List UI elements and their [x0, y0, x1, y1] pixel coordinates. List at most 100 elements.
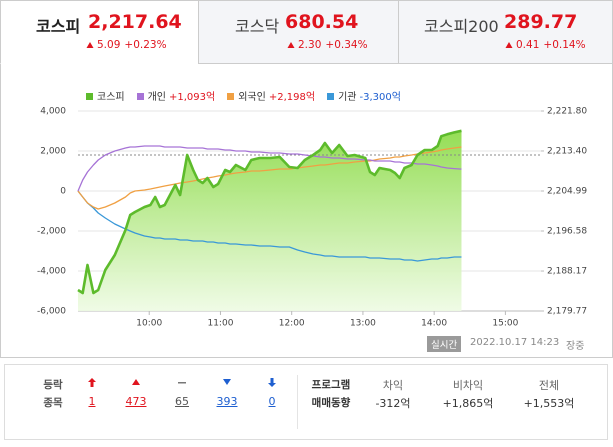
series-line [77, 129, 462, 295]
program-label: 매매동향 [311, 397, 351, 409]
legend-label: 외국인 [238, 92, 266, 103]
tab-value: 289.77 [504, 11, 578, 33]
divider [297, 375, 298, 429]
change-value: 5.09 [97, 39, 121, 51]
tab-change: 0.41 +0.14% [505, 39, 586, 51]
y-tick-label: 2,000 [40, 147, 66, 157]
program-name: 비차익 [452, 379, 484, 392]
legend-item[interactable]: 외국인 +2,198억 [227, 88, 315, 103]
change-rate: +0.34% [325, 39, 368, 51]
up-arrow [287, 42, 295, 48]
arrow-shape [287, 42, 295, 48]
breadth-count[interactable]: 0 [268, 395, 276, 408]
legend-label: 코스피 [97, 92, 125, 103]
legend-label: 개인 [147, 92, 167, 103]
breadth-count[interactable]: 1 [88, 395, 96, 408]
tab-name: 코스닥 [235, 17, 280, 36]
legend-item[interactable]: 코스피 [86, 88, 125, 103]
icon-shape [268, 378, 276, 387]
breadth-count[interactable]: 393 [216, 395, 238, 408]
icon-shape [178, 382, 186, 384]
breadth-count-cell: 1 [89, 395, 96, 408]
change-value: 2.30 [298, 39, 322, 51]
legend-item[interactable]: 개인 +1,093억 [136, 88, 215, 103]
market-state: 장중 [566, 341, 585, 352]
y2-tick-label: 2,221.80 [547, 107, 587, 117]
legend-swatch [136, 93, 144, 100]
series-line [77, 146, 462, 210]
breadth-icon [131, 377, 141, 391]
legend-swatch [227, 93, 235, 100]
breadth-icon [222, 377, 232, 391]
breadth-count[interactable]: 473 [125, 395, 147, 408]
program-name: 차익 [382, 379, 404, 392]
breadth-icon [177, 377, 187, 391]
x-tick-label: 13:00 [350, 319, 376, 329]
area-fill [78, 130, 462, 311]
realtime-badge: 실시간 [427, 336, 462, 352]
y2-tick-label: 2,213.40 [547, 146, 587, 156]
limit-up-icon [88, 378, 96, 387]
y-tick-label: 4,000 [40, 107, 66, 117]
legend-swatch [86, 93, 93, 100]
change-rate: +0.14% [543, 39, 586, 51]
y-tick-label: 0 [60, 187, 66, 197]
tab-change: 2.30 +0.34% [287, 39, 368, 51]
arrow-shape [86, 42, 94, 48]
breadth-label: 등락 [43, 379, 63, 391]
series-line [77, 145, 462, 192]
tab-name: 코스피200 [424, 17, 499, 36]
icon-shape [88, 378, 96, 387]
x-tick-label: 14:00 [421, 319, 447, 329]
tab-value: 2,217.64 [88, 11, 182, 33]
tab-change: 5.09 +0.23% [86, 39, 167, 51]
breadth-count-cell: 0 [269, 395, 276, 408]
program-value: +1,865억 [442, 397, 494, 410]
breadth-count[interactable]: 65 [175, 395, 189, 408]
y-tick-label: -2,000 [37, 227, 66, 237]
x-tick-label: 10:00 [136, 319, 162, 329]
program-value: +1,553억 [523, 397, 575, 410]
change-rate: +0.23% [124, 39, 167, 51]
timestamp: 2022.10.17 14:23 [470, 337, 560, 348]
y2-tick-label: 2,204.99 [547, 186, 587, 196]
tab-name: 코스피 [36, 17, 81, 36]
tab-value: 680.54 [285, 11, 359, 33]
breadth-count-cell: 473 [126, 395, 147, 408]
legend-summary: +2,198억 [268, 92, 316, 103]
x-tick-label: 11:00 [207, 319, 233, 329]
program-value: -312억 [375, 397, 411, 410]
program-label: 프로그램 [311, 379, 351, 391]
x-tick-label: 12:00 [279, 319, 305, 329]
breadth-icon [267, 377, 277, 391]
legend-summary: -3,300억 [359, 92, 401, 103]
market-tab[interactable]: 코스닥 680.54 2.30 +0.34% [198, 0, 399, 64]
market-tab[interactable]: 코스피200 289.77 0.41 +0.14% [398, 0, 613, 64]
change-value: 0.41 [516, 39, 540, 51]
legend-label: 기관 [338, 92, 357, 103]
legend: 코스피 개인 +1,093억 외국인 +2,198억 기관 -3,300억 [86, 88, 401, 103]
legend-item[interactable]: 기관 -3,300억 [327, 88, 401, 103]
breadth-label: 종목 [43, 397, 63, 409]
arrow-shape [505, 42, 513, 48]
down-icon [223, 379, 231, 385]
limit-down-icon [268, 378, 276, 387]
icon-shape [132, 379, 140, 385]
market-tab[interactable]: 코스피 2,217.64 5.09 +0.23% [0, 0, 199, 64]
y-tick-label: -4,000 [37, 267, 66, 277]
up-arrow [505, 42, 513, 48]
up-arrow [86, 42, 94, 48]
breadth-count-cell: 65 [175, 395, 189, 408]
program-name: 전체 [538, 379, 560, 392]
icon-shape [223, 379, 231, 385]
y2-tick-label: 2,196.58 [547, 227, 587, 237]
series-line [77, 190, 462, 262]
legend-swatch [327, 93, 335, 100]
flat-icon [178, 382, 186, 384]
y2-tick-label: 2,179.77 [547, 307, 587, 317]
breadth-icon [87, 377, 97, 391]
breadth-count-cell: 393 [217, 395, 238, 408]
